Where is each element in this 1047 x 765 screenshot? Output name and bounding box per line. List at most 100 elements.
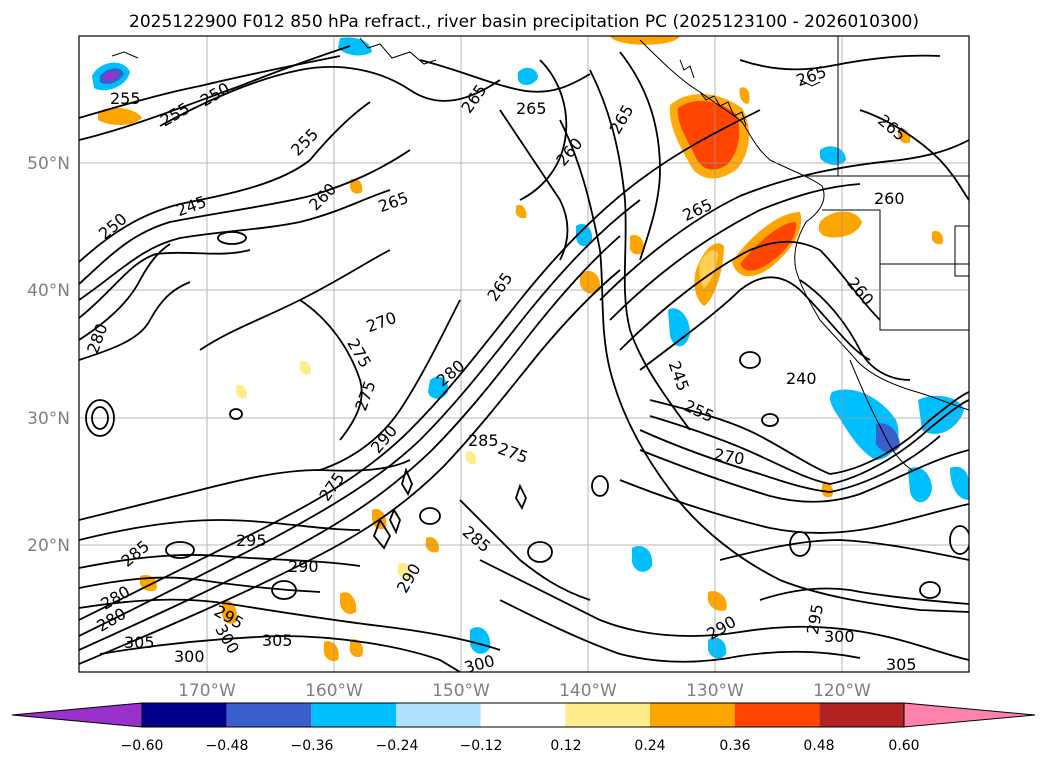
contour-line (79, 109, 761, 621)
contour-line (479, 559, 969, 661)
chart-title: 2025122900 F012 850 hPa refract., river … (129, 12, 919, 32)
shading-positive (931, 230, 944, 245)
colorbar-segments (11, 702, 1036, 728)
colorbar-extend-min (11, 702, 143, 728)
colorbar-tick-label: −0.48 (206, 738, 249, 754)
contour-label: 265 (516, 99, 547, 118)
contour-line (499, 109, 569, 261)
colorbar-segment (311, 703, 396, 727)
contour-line (79, 281, 191, 361)
lat-label: 30°N (27, 409, 70, 429)
shading-positive (677, 100, 740, 170)
shading-positive (821, 482, 834, 498)
shading-negative (632, 546, 653, 572)
contour-line (761, 413, 779, 427)
contour-line (79, 269, 621, 665)
lon-label: 140°W (559, 681, 617, 701)
contour-line (79, 45, 351, 141)
contour-label: 255 (110, 89, 141, 108)
colorbar-segment (396, 703, 481, 727)
colorbar-ticks: −0.60 −0.48 −0.36 −0.24 −0.12 0.12 0.24 … (121, 738, 920, 754)
shading-positive (580, 270, 601, 294)
shading-positive (349, 639, 364, 658)
contour-line (609, 183, 861, 321)
shading-negative (950, 466, 969, 500)
contour-line (649, 399, 969, 485)
contour-line (919, 581, 941, 599)
contour-line (79, 101, 371, 263)
contour-line (619, 51, 661, 261)
contour-line (165, 541, 195, 559)
contour-line (79, 598, 501, 651)
contour-line (759, 587, 969, 605)
colorbar-extend-max (903, 702, 1036, 728)
lat-label: 40°N (27, 281, 70, 301)
coastline (111, 36, 969, 471)
shading-positive (340, 592, 357, 615)
lon-label: 150°W (432, 681, 490, 701)
contour-line (79, 189, 391, 301)
shading-positive (98, 107, 142, 125)
contour-label: 240 (786, 369, 817, 388)
contour-line (79, 235, 621, 651)
contour-line (372, 517, 392, 550)
colorbar-segment (480, 703, 566, 727)
contour-label: 285 (468, 431, 499, 450)
lon-label: 130°W (686, 681, 744, 701)
contour-line (619, 240, 881, 351)
contour-line (739, 54, 941, 71)
contour-label: 300 (174, 647, 205, 666)
contour-line (519, 59, 568, 201)
colorbar-segment (734, 703, 820, 727)
contour-line (789, 531, 811, 557)
contour-line (419, 59, 591, 93)
colorbar-tick-label: 0.24 (634, 738, 665, 754)
latitude-labels: 50°N 40°N 30°N 20°N (27, 154, 70, 556)
shading-positive (629, 234, 645, 255)
contour-line (499, 599, 861, 663)
colorbar-tick-label: −0.24 (376, 738, 419, 754)
contour-line (599, 139, 969, 301)
lat-label: 50°N (27, 154, 70, 174)
colorbar-tick-label: −0.12 (460, 738, 503, 754)
contour-line (639, 429, 941, 493)
contour-line (79, 459, 411, 521)
map-frame (78, 35, 970, 673)
colorbar-segment (650, 703, 735, 727)
contour-line (799, 279, 911, 381)
shading-positive (898, 128, 911, 144)
refractivity-contours (79, 45, 969, 672)
contour-line (859, 109, 969, 201)
shading-positive (739, 87, 750, 104)
shading-positive (323, 641, 339, 662)
shading-positive (707, 591, 727, 611)
shading-negative (104, 72, 118, 81)
contour-line (515, 483, 527, 511)
shading-negative (470, 627, 491, 654)
contour-line (419, 507, 441, 525)
contour-label: 295 (236, 531, 267, 550)
shading-negative (918, 395, 964, 434)
contour-label: 300 (462, 651, 496, 677)
colorbar-tick-label: 0.48 (803, 738, 834, 754)
contour-label: 305 (262, 631, 293, 650)
contour-line (91, 406, 109, 430)
colorbar-tick-label: −0.60 (121, 738, 164, 754)
contour-label: 290 (288, 557, 319, 576)
shading-positive (235, 384, 248, 399)
colorbar-tick-label: 0.12 (550, 738, 581, 754)
colorbar-frame (141, 702, 905, 728)
contour-line (85, 399, 115, 437)
shading-positive (610, 36, 680, 45)
contour-line (199, 249, 391, 351)
shading-positive (221, 600, 237, 624)
contour-line (99, 635, 461, 672)
shading-positive (818, 211, 862, 238)
contour-line (527, 541, 553, 563)
shading-negative (820, 146, 846, 166)
contour-line (401, 467, 413, 497)
contour-line (589, 69, 691, 431)
colorbar-segment (142, 703, 227, 727)
contour-line (639, 276, 871, 371)
